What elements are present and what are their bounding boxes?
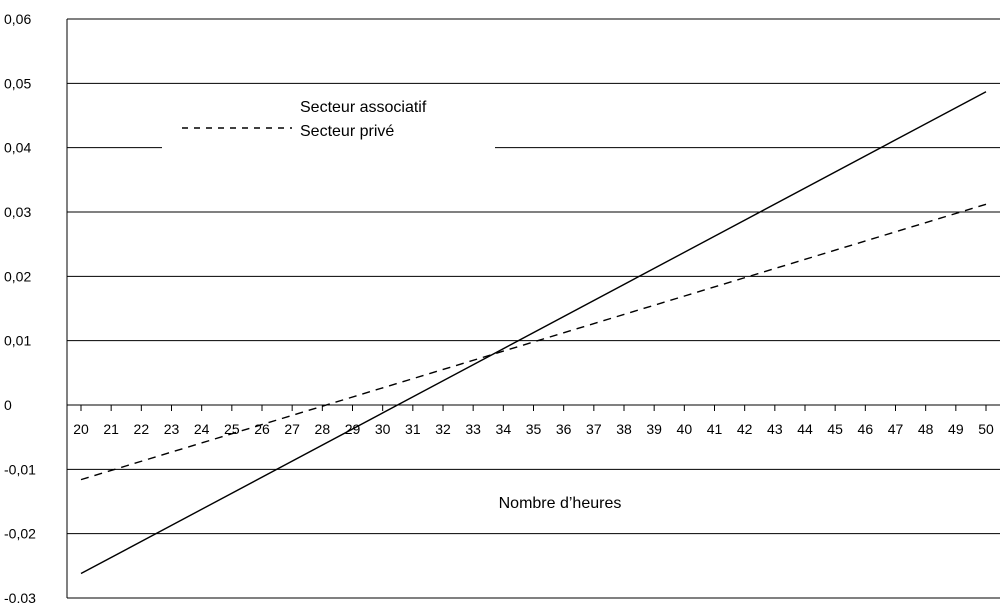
x-tick-label: 20	[73, 421, 89, 437]
legend-label-prive: Secteur privé	[300, 123, 394, 140]
x-tick-label: 48	[918, 421, 934, 437]
x-tick-label: 38	[616, 421, 632, 437]
y-tick-label: -0,01	[4, 461, 36, 477]
y-tick-label: 0,06	[4, 11, 31, 27]
y-tick-labels: 0,06 0,05 0,04 0,03 0,02 0,01 0 -0,01 -0,02 -0,03	[4, 11, 36, 603]
x-tick-label: 45	[827, 421, 843, 437]
x-tick-label: 28	[315, 421, 331, 437]
y-tick-label: 0,02	[4, 268, 31, 284]
x-tick-label: 27	[284, 421, 300, 437]
x-tick-label: 36	[556, 421, 572, 437]
x-tick-label: 21	[103, 421, 119, 437]
x-tick-label: 41	[707, 421, 723, 437]
series-lines	[80, 91, 987, 575]
legend-label-associatif: Secteur associatif	[300, 99, 427, 116]
y-tick-label: 0	[4, 397, 12, 413]
x-tick-label: 26	[254, 421, 270, 437]
y-tick-label: 0,01	[4, 333, 31, 349]
x-axis-title: Nombre d’heures	[499, 495, 622, 512]
y-tick-label: -0,03	[4, 590, 36, 603]
x-tick-label: 33	[465, 421, 481, 437]
x-tick-label: 22	[134, 421, 150, 437]
x-tick-label: 23	[164, 421, 180, 437]
axis-title-bg	[455, 487, 665, 517]
x-tick-label: 47	[888, 421, 904, 437]
x-tick-label: 50	[978, 421, 994, 437]
x-tick-label: 32	[435, 421, 451, 437]
x-tick-label: 44	[797, 421, 813, 437]
series-line-associatif	[80, 91, 987, 575]
x-tick-label: 24	[194, 421, 210, 437]
x-tick-label: 37	[586, 421, 602, 437]
x-tick-label: 49	[948, 421, 964, 437]
y-tick-label: 0,04	[4, 140, 31, 156]
x-tick-label: 43	[767, 421, 783, 437]
legend-box	[162, 92, 495, 154]
x-tick-label: 40	[677, 421, 693, 437]
x-tick-label: 35	[526, 421, 542, 437]
series-line-prive	[80, 203, 987, 481]
y-tick-label: -0,02	[4, 526, 36, 542]
x-tick-label: 42	[737, 421, 753, 437]
x-tick-label: 25	[224, 421, 240, 437]
x-tick-label: 46	[858, 421, 874, 437]
x-tick-labels: 20 21 22 23 24 25 26 27 28 29 30 31 32 33 34 35 36 37 38 39…	[73, 405, 994, 437]
x-tick-label: 39	[646, 421, 662, 437]
x-tick-label: 34	[496, 421, 512, 437]
y-tick-label: 0,03	[4, 204, 31, 220]
x-tick-label: 30	[375, 421, 391, 437]
x-tick-label: 31	[405, 421, 421, 437]
y-tick-label: 0,05	[4, 75, 31, 91]
